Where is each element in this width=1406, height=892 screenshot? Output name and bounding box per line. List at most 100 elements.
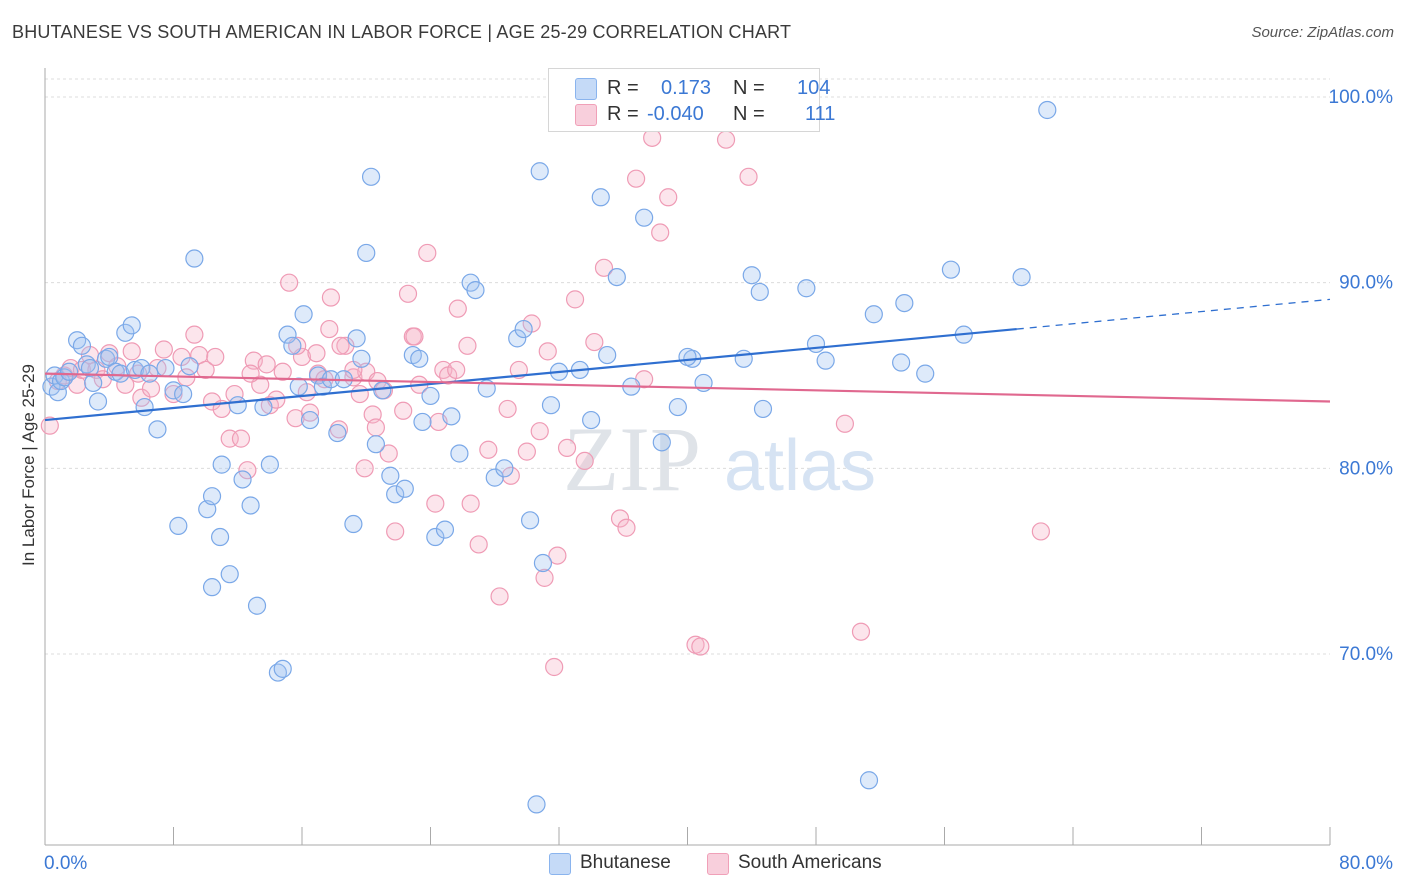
legend-r-value: -0.040 bbox=[647, 102, 704, 125]
bhutanese-point bbox=[652, 433, 671, 452]
south-american-point bbox=[426, 494, 445, 513]
south-american-point bbox=[691, 637, 710, 656]
south-american-point bbox=[716, 130, 736, 149]
bhutanese-point bbox=[806, 334, 826, 354]
south-american-point bbox=[1031, 522, 1050, 541]
south-american-point bbox=[366, 418, 385, 437]
bhutanese-point bbox=[520, 511, 540, 530]
bhutanese-trend-extension bbox=[1016, 298, 1331, 330]
bhutanese-point bbox=[116, 323, 135, 342]
bhutanese-point bbox=[122, 316, 141, 335]
y-tick-label: 70.0% bbox=[1339, 644, 1393, 665]
south-american-point bbox=[851, 622, 871, 641]
bhutanese-point bbox=[135, 397, 154, 417]
y-axis-label: In Labor Force | Age 25-29 bbox=[19, 364, 38, 566]
bhutanese-point bbox=[859, 771, 879, 790]
south-american-point bbox=[530, 422, 549, 441]
bhutanese-point bbox=[797, 279, 816, 298]
bhutanese-point bbox=[530, 162, 549, 181]
south-american-point bbox=[40, 416, 59, 435]
bhutanese-point bbox=[527, 795, 546, 814]
south-american-point bbox=[626, 169, 646, 188]
south-american-point bbox=[448, 299, 467, 318]
south-american-point bbox=[617, 518, 636, 537]
bhutanese-point bbox=[156, 358, 175, 378]
bhutanese-point bbox=[413, 412, 432, 432]
y-tick-label: 100.0% bbox=[1329, 87, 1394, 108]
bhutanese-point bbox=[96, 349, 116, 368]
y-tick-label: 90.0% bbox=[1339, 273, 1393, 294]
bhutanese-point bbox=[941, 260, 961, 279]
bhutanese-point bbox=[185, 249, 204, 268]
bhutanese-point bbox=[233, 470, 252, 489]
bhutanese-point bbox=[361, 167, 381, 186]
bhutanese-point bbox=[1012, 267, 1031, 287]
south-american-point bbox=[517, 442, 536, 461]
bhutanese-point bbox=[294, 305, 313, 324]
watermark-zip: ZIP bbox=[563, 408, 701, 510]
bhutanese-point bbox=[344, 514, 363, 534]
bhutanese-point bbox=[347, 329, 366, 348]
bhutanese-point bbox=[174, 384, 193, 404]
south-american-point bbox=[585, 332, 604, 352]
bhutanese-point bbox=[895, 293, 914, 313]
south-american-point bbox=[355, 459, 374, 478]
x-tick-label: 80.0% bbox=[1339, 853, 1393, 874]
south-american-point bbox=[498, 399, 517, 419]
south-american-point bbox=[336, 336, 355, 355]
bhutanese-point bbox=[426, 527, 445, 547]
south-american-point bbox=[835, 414, 855, 433]
bhutanese-point bbox=[742, 266, 761, 285]
south-american-point bbox=[557, 438, 577, 458]
bhutanese-point bbox=[328, 423, 347, 443]
south-american-point bbox=[405, 327, 424, 346]
south-american-point bbox=[185, 325, 204, 344]
south-american-point bbox=[548, 546, 567, 565]
series-bhutanese bbox=[42, 100, 1057, 814]
bhutanese-point bbox=[892, 353, 911, 372]
bottom-legend-label: Bhutanese bbox=[580, 852, 671, 873]
watermark-atlas: atlas bbox=[724, 426, 876, 506]
legend-r-value: 0.173 bbox=[661, 76, 712, 99]
y-tick-label: 80.0% bbox=[1339, 458, 1393, 479]
bhutanese-point bbox=[591, 188, 610, 207]
bhutanese-point bbox=[435, 520, 455, 539]
south-american-point bbox=[610, 509, 630, 528]
correlation-legend: R = 0.173 N = 104 R = -0.040 N = 111 bbox=[548, 68, 835, 132]
legend-swatch-south-americans bbox=[575, 104, 597, 126]
bhutanese-point bbox=[381, 466, 400, 485]
south-american-point bbox=[538, 342, 557, 361]
bhutanese-point bbox=[180, 357, 199, 376]
bhutanese-point bbox=[410, 349, 429, 368]
bhutanese-point bbox=[864, 305, 883, 324]
source-credit: Source: ZipAtlas.com bbox=[1251, 24, 1394, 41]
bhutanese-point bbox=[202, 578, 222, 597]
bhutanese-point bbox=[678, 347, 697, 367]
south-american-point bbox=[434, 360, 453, 380]
bhutanese-point bbox=[210, 527, 230, 547]
bhutanese-point bbox=[111, 364, 130, 383]
bhutanese-point bbox=[125, 360, 145, 380]
south-american-point bbox=[331, 336, 350, 355]
bhutanese-point bbox=[278, 325, 297, 344]
series-south-americans bbox=[40, 87, 1050, 677]
south-american-point bbox=[418, 243, 437, 263]
legend-swatch-bhutanese bbox=[575, 78, 597, 100]
bhutanese-point bbox=[495, 459, 514, 478]
bhutanese-point bbox=[68, 331, 87, 350]
bhutanese-point bbox=[395, 479, 414, 498]
bhutanese-point bbox=[80, 358, 100, 378]
south-american-point bbox=[447, 360, 466, 380]
bhutanese-point bbox=[202, 487, 222, 506]
bhutanese-point bbox=[668, 397, 687, 417]
south-american-point bbox=[238, 461, 257, 480]
bhutanese-point bbox=[485, 468, 504, 487]
bhutanese-point bbox=[260, 455, 279, 474]
bhutanese-point bbox=[241, 496, 260, 515]
legend-r-label: R = bbox=[607, 102, 639, 125]
south-american-point bbox=[545, 657, 564, 677]
south-american-point bbox=[490, 587, 509, 606]
south-american-point bbox=[469, 535, 488, 554]
chart-title: BHUTANESE VS SOUTH AMERICAN IN LABOR FOR… bbox=[12, 22, 792, 42]
bhutanese-point bbox=[734, 349, 753, 368]
